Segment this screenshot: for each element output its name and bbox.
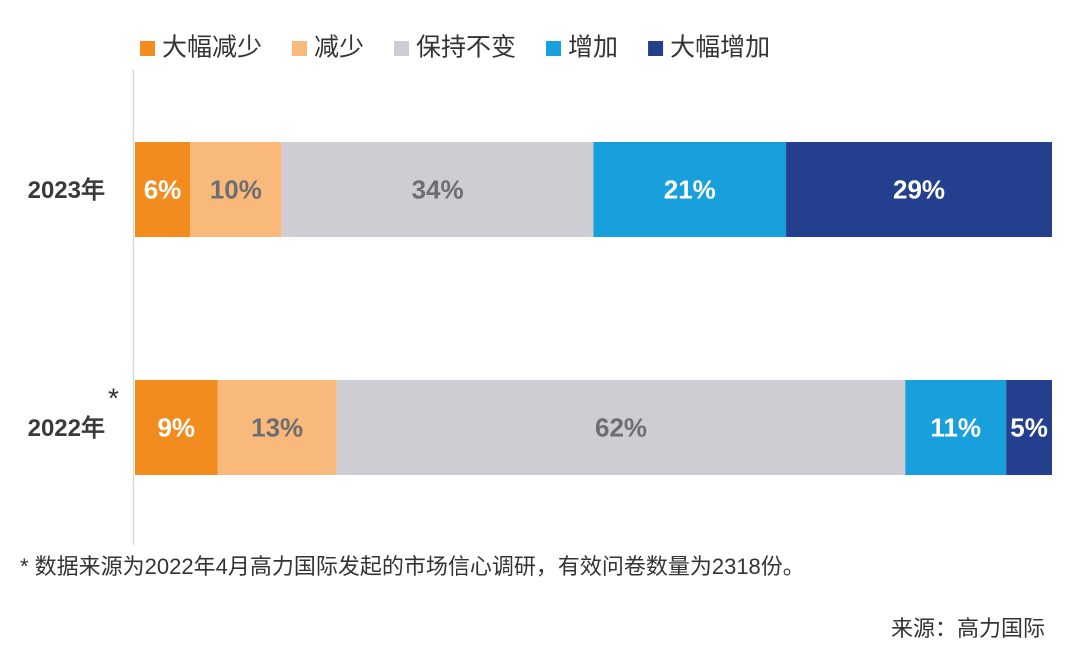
value-label: 13% [251,412,303,442]
value-label: 11% [930,412,981,442]
value-label: 62% [595,412,647,442]
bar-segment [135,380,218,475]
bar-segment [135,142,191,237]
bar-segment [905,380,1007,475]
footnote: * 数据来源为2022年4月高力国际发起的市场信心调研，有效问卷数量为2318份… [20,554,805,579]
source: 来源：高力国际 [891,616,1045,641]
legend-swatch [394,41,410,56]
bar-segment [593,142,787,237]
value-label: 9% [157,412,195,442]
category-note: * [108,382,119,413]
value-label: 5% [1010,412,1048,442]
legend-swatch [648,41,664,56]
value-label: 29% [893,174,945,204]
legend-label: 大幅增加 [670,34,770,62]
bar-segment [281,142,594,237]
legend-label: 大幅减少 [162,34,262,62]
legend-swatch [546,41,562,56]
legend-label: 减少 [314,34,364,62]
category-label: 2023年 [28,176,105,204]
bar-segment [190,142,282,237]
bar-segment [1006,380,1052,475]
value-label: 6% [144,174,182,204]
bar-segment [336,380,906,475]
legend-swatch [292,41,308,56]
value-label: 21% [664,174,716,204]
legend-label: 增加 [568,34,618,62]
legend-swatch [140,41,155,56]
value-label: 10% [210,174,262,204]
legend-label: 保持不变 [416,34,516,62]
bar-segment [786,142,1052,237]
bar-segment [217,380,337,475]
value-label: 34% [412,174,464,204]
category-label: 2022年 [28,414,105,442]
